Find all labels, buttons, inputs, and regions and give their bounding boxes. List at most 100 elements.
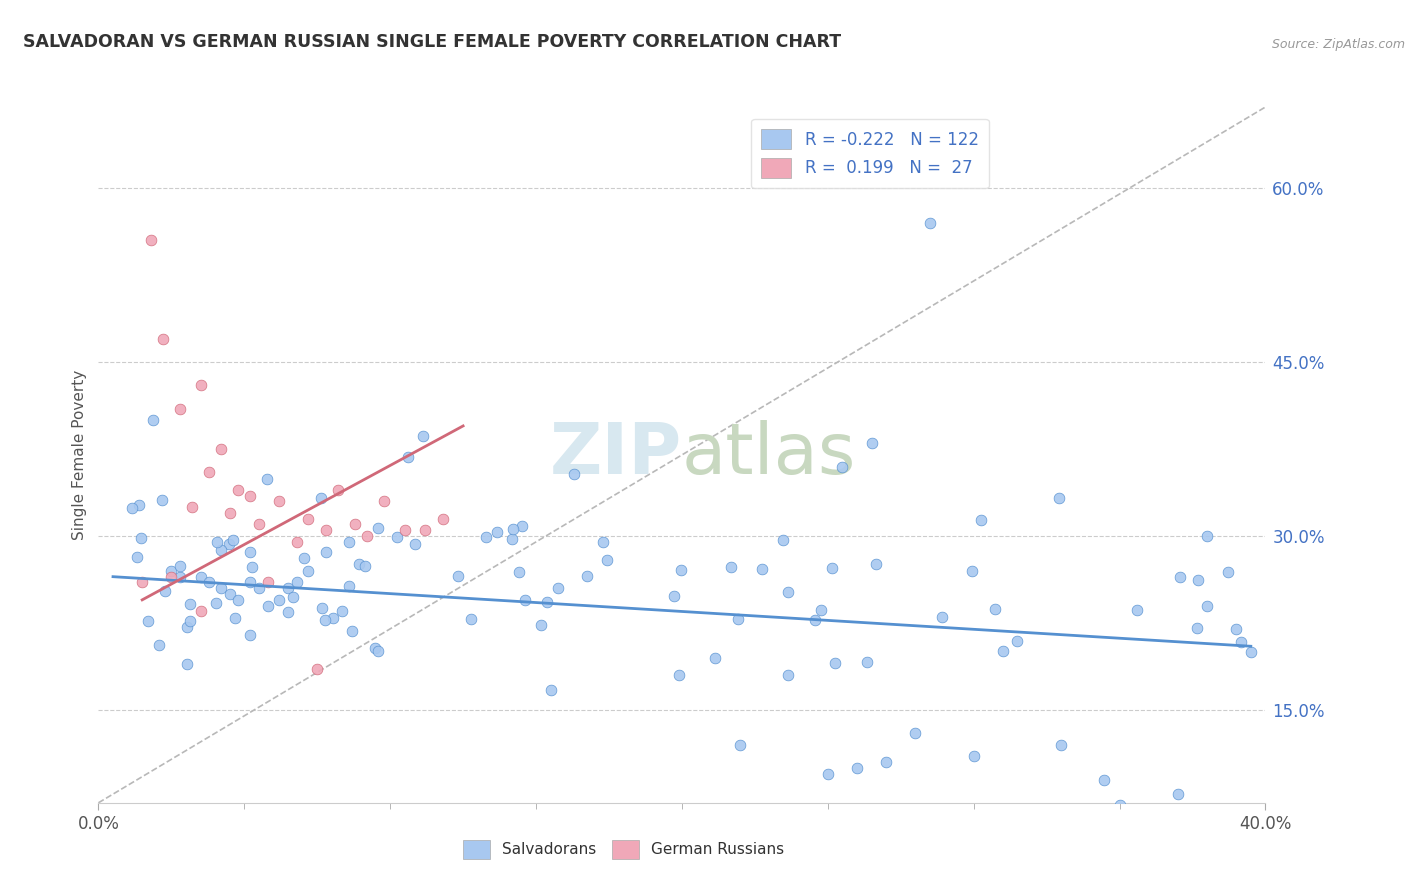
Point bbox=[228, 483, 250, 497]
Point bbox=[562, 467, 585, 481]
Point bbox=[460, 612, 482, 626]
Point bbox=[218, 587, 240, 601]
Legend: Salvadorans, German Russians: Salvadorans, German Russians bbox=[457, 834, 790, 864]
Point bbox=[169, 570, 191, 584]
Point bbox=[810, 602, 832, 616]
Point bbox=[918, 216, 941, 230]
Point bbox=[875, 755, 897, 769]
Point bbox=[347, 557, 370, 571]
Point bbox=[121, 500, 143, 515]
Point bbox=[141, 413, 163, 427]
Point bbox=[960, 565, 983, 579]
Point bbox=[198, 575, 221, 590]
Point bbox=[297, 564, 319, 578]
Point bbox=[1225, 622, 1247, 636]
Point bbox=[778, 668, 800, 682]
Point bbox=[179, 614, 201, 628]
Point bbox=[190, 378, 212, 392]
Point bbox=[256, 599, 278, 613]
Point bbox=[387, 530, 409, 544]
Point bbox=[804, 613, 827, 627]
Point bbox=[515, 592, 537, 607]
Point bbox=[190, 605, 212, 619]
Point bbox=[536, 594, 558, 608]
Point bbox=[991, 643, 1014, 657]
Point bbox=[311, 600, 333, 615]
Point bbox=[447, 568, 470, 582]
Point bbox=[169, 401, 191, 416]
Point bbox=[131, 575, 153, 590]
Point bbox=[240, 560, 263, 574]
Point bbox=[904, 726, 927, 740]
Point bbox=[776, 585, 799, 599]
Point bbox=[153, 583, 176, 598]
Point bbox=[751, 562, 773, 576]
Point bbox=[307, 662, 329, 677]
Point bbox=[846, 761, 869, 775]
Point bbox=[179, 598, 201, 612]
Point bbox=[152, 492, 174, 507]
Point bbox=[1092, 772, 1115, 787]
Point bbox=[364, 640, 387, 655]
Point bbox=[256, 575, 278, 590]
Point bbox=[356, 529, 378, 543]
Point bbox=[285, 534, 308, 549]
Point bbox=[315, 523, 337, 537]
Y-axis label: Single Female Poverty: Single Female Poverty bbox=[72, 370, 87, 540]
Point bbox=[720, 559, 742, 574]
Point bbox=[984, 602, 1007, 616]
Point bbox=[180, 500, 202, 514]
Point bbox=[139, 233, 162, 247]
Point bbox=[1187, 573, 1209, 587]
Point bbox=[530, 618, 553, 632]
Point bbox=[239, 575, 262, 590]
Point bbox=[730, 738, 752, 752]
Point bbox=[662, 589, 685, 603]
Point bbox=[373, 494, 395, 508]
Point bbox=[394, 523, 416, 537]
Point bbox=[703, 651, 725, 665]
Point bbox=[856, 655, 879, 669]
Point bbox=[342, 624, 364, 638]
Point bbox=[125, 549, 148, 564]
Point bbox=[190, 570, 212, 584]
Point bbox=[1108, 798, 1130, 813]
Point bbox=[176, 620, 198, 634]
Point bbox=[962, 749, 984, 764]
Point bbox=[160, 564, 183, 578]
Point bbox=[315, 545, 337, 559]
Point bbox=[367, 644, 389, 658]
Point bbox=[502, 522, 524, 536]
Point bbox=[239, 628, 262, 642]
Point bbox=[269, 494, 291, 508]
Point bbox=[1216, 565, 1239, 579]
Point bbox=[817, 767, 839, 781]
Point bbox=[865, 557, 887, 571]
Point bbox=[969, 513, 991, 527]
Point bbox=[1126, 603, 1149, 617]
Point bbox=[1050, 738, 1073, 752]
Point bbox=[314, 613, 336, 627]
Point bbox=[160, 570, 183, 584]
Point bbox=[239, 489, 262, 503]
Point bbox=[247, 582, 270, 596]
Text: ZIP: ZIP bbox=[550, 420, 682, 490]
Point bbox=[128, 499, 150, 513]
Point bbox=[344, 517, 367, 532]
Point bbox=[277, 582, 299, 596]
Point bbox=[413, 523, 436, 537]
Point bbox=[831, 459, 853, 474]
Point bbox=[1240, 645, 1263, 659]
Point bbox=[1185, 621, 1208, 635]
Point bbox=[1047, 491, 1070, 505]
Point bbox=[510, 519, 533, 533]
Point bbox=[326, 483, 349, 497]
Point bbox=[485, 524, 508, 539]
Point bbox=[501, 533, 523, 547]
Point bbox=[169, 559, 191, 574]
Point bbox=[322, 611, 344, 625]
Point bbox=[931, 610, 953, 624]
Point bbox=[332, 604, 354, 618]
Point bbox=[209, 442, 232, 457]
Point bbox=[1195, 529, 1218, 543]
